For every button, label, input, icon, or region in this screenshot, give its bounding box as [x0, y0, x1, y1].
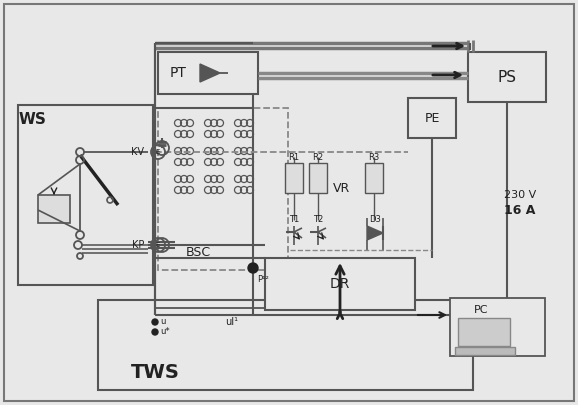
Bar [468, 52, 546, 102]
Bar [455, 347, 515, 355]
Bar [158, 108, 288, 270]
Text: u*: u* [160, 328, 169, 337]
Text: DR: DR [330, 277, 350, 291]
Text: PE: PE [424, 111, 440, 124]
Text: uI¹: uI¹ [225, 317, 238, 327]
Text: VR: VR [334, 181, 351, 194]
Bar [285, 163, 303, 193]
Polygon shape [367, 226, 383, 240]
Text: R3: R3 [368, 153, 380, 162]
Text: BSC: BSC [186, 245, 210, 258]
Bar [458, 318, 510, 346]
Circle shape [248, 263, 258, 273]
Circle shape [152, 319, 158, 325]
Circle shape [152, 329, 158, 335]
Bar [98, 300, 473, 390]
Text: u: u [160, 318, 165, 326]
Bar [265, 258, 415, 310]
Text: PC: PC [474, 305, 488, 315]
Text: R2: R2 [313, 153, 324, 162]
Polygon shape [200, 64, 220, 82]
Text: R1: R1 [288, 153, 299, 162]
Text: T2: T2 [313, 215, 323, 224]
Text: PT: PT [169, 66, 187, 80]
Text: P¹²: P¹² [257, 275, 269, 284]
Text: E: E [156, 149, 160, 155]
Bar [38, 195, 70, 223]
Bar [450, 298, 545, 356]
Bar [158, 52, 258, 94]
Bar [408, 98, 456, 138]
Text: 230 V: 230 V [504, 190, 536, 200]
Text: PS: PS [498, 70, 517, 85]
Text: T1: T1 [289, 215, 299, 224]
Text: TWS: TWS [131, 362, 179, 382]
Bar [155, 40, 470, 315]
Text: KV: KV [131, 147, 144, 157]
Text: E: E [156, 242, 160, 248]
Bar [18, 105, 153, 285]
Text: WS: WS [18, 113, 46, 128]
Text: KP: KP [132, 240, 144, 250]
Bar [365, 163, 383, 193]
Text: 16 A: 16 A [505, 203, 536, 217]
Bar [309, 163, 327, 193]
Text: D3: D3 [369, 215, 381, 224]
